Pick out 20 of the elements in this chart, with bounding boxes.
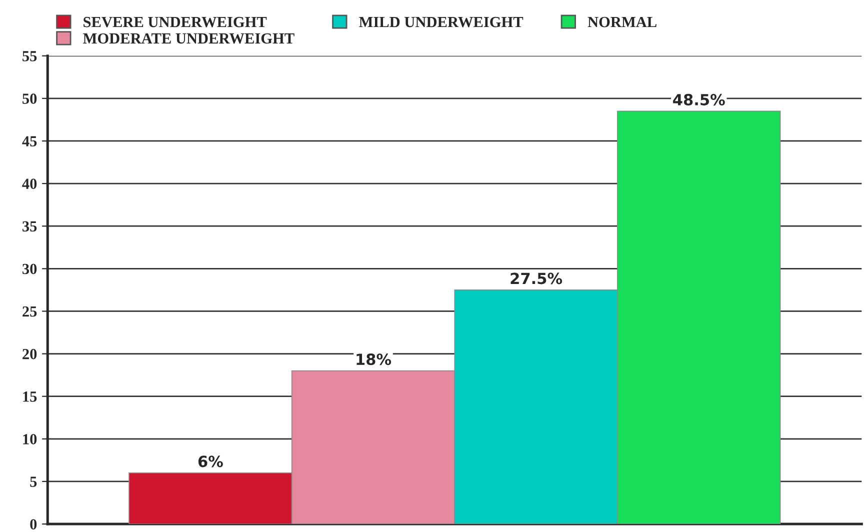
- y-tick-label: 20: [22, 348, 37, 360]
- y-tick-label: 40: [22, 178, 37, 189]
- legend-label: MILD UNDERWEIGHT: [359, 16, 524, 28]
- legend-label: NORMAL: [588, 16, 656, 28]
- y-tick-label: 10: [23, 434, 37, 444]
- y-tick-label: 30: [22, 264, 37, 274]
- data-label: 27.5%: [510, 272, 562, 284]
- data-label: 48.5%: [673, 94, 725, 106]
- y-tick-label: 35: [22, 221, 37, 232]
- y-tick-label: 15: [23, 392, 37, 402]
- y-tick-label: 50: [22, 94, 37, 104]
- data-label: 18%: [356, 354, 392, 366]
- legend-label: MODERATE UNDERWEIGHT: [83, 33, 294, 44]
- data-label: 6%: [198, 456, 223, 468]
- y-tick-label: 25: [22, 306, 37, 317]
- y-tick-label: 45: [22, 136, 37, 146]
- legend-label: SEVERE UNDERWEIGHT: [84, 16, 267, 28]
- y-tick-label: 55: [22, 51, 37, 62]
- y-tick-label: 0: [30, 519, 37, 530]
- y-tick-label: 5: [30, 476, 37, 487]
